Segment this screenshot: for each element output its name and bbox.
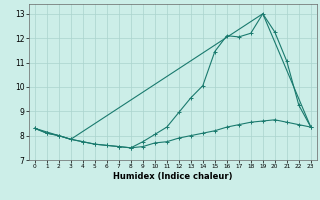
X-axis label: Humidex (Indice chaleur): Humidex (Indice chaleur) [113,172,233,181]
